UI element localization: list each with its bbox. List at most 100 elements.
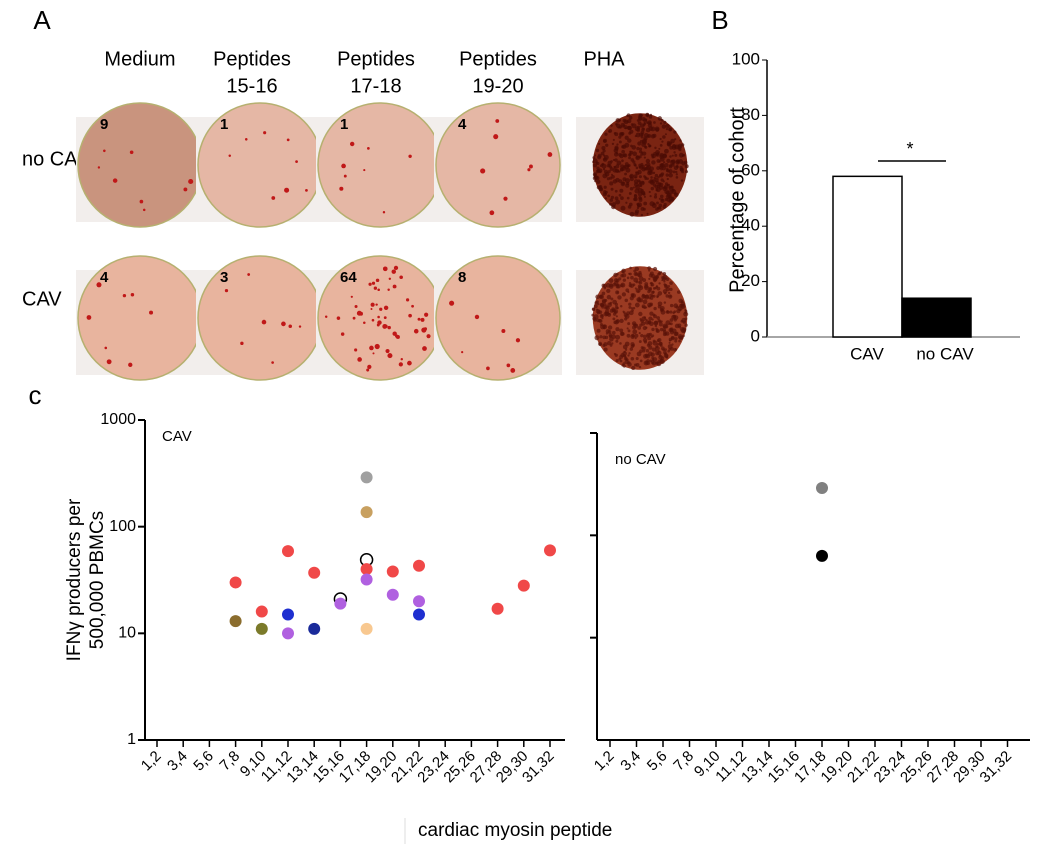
spot <box>629 283 635 288</box>
spot <box>527 168 531 172</box>
spot <box>654 126 660 132</box>
spot <box>621 292 627 297</box>
spot <box>662 153 667 158</box>
y-tick-label: 60 <box>741 160 760 179</box>
spot <box>486 366 490 371</box>
spot <box>658 322 663 327</box>
spot <box>666 309 669 313</box>
spot <box>639 359 643 363</box>
spot <box>610 173 614 176</box>
spot <box>382 266 388 272</box>
spot <box>139 199 144 204</box>
spot <box>649 113 653 117</box>
spot <box>658 203 663 208</box>
spot <box>636 146 640 151</box>
spot <box>656 166 661 170</box>
spot <box>659 137 662 141</box>
spot <box>611 342 614 345</box>
spot <box>623 312 628 318</box>
well <box>77 255 203 381</box>
spot <box>613 309 619 314</box>
spot <box>602 168 606 171</box>
spot <box>654 193 657 196</box>
spot <box>247 273 251 276</box>
spot <box>611 334 616 339</box>
spot <box>669 164 673 167</box>
spot <box>655 361 659 365</box>
spot <box>637 326 642 330</box>
spot <box>648 316 653 321</box>
spot <box>668 341 671 344</box>
spot <box>644 284 649 289</box>
spot <box>624 298 628 303</box>
spot <box>636 351 642 357</box>
spot <box>638 285 644 291</box>
spot <box>618 193 622 197</box>
spot <box>653 195 658 199</box>
spot <box>650 281 653 285</box>
spot <box>624 341 630 347</box>
spot <box>665 331 670 336</box>
spot <box>647 289 651 294</box>
spot <box>650 186 655 191</box>
spot <box>645 158 651 164</box>
spot <box>620 196 624 201</box>
spot <box>655 328 660 334</box>
spot <box>474 314 480 320</box>
spot <box>612 167 618 173</box>
spot <box>367 147 370 150</box>
spot <box>649 180 655 185</box>
spot <box>597 302 600 306</box>
spot <box>375 278 380 283</box>
spot <box>370 308 373 311</box>
spot <box>611 202 617 207</box>
spot <box>666 177 669 181</box>
spot <box>662 180 665 183</box>
spot <box>607 329 612 334</box>
spot <box>642 349 646 353</box>
point <box>282 627 294 640</box>
spot <box>657 319 661 323</box>
spot <box>368 282 372 286</box>
spot <box>420 317 425 322</box>
spot <box>636 206 640 210</box>
spot <box>594 154 597 157</box>
spot <box>609 343 613 347</box>
spot <box>130 293 135 297</box>
spot <box>643 195 646 198</box>
spot <box>604 197 608 200</box>
spot <box>628 352 631 355</box>
spot <box>656 316 660 320</box>
spot <box>643 306 647 309</box>
spot <box>609 198 614 202</box>
spot <box>610 187 614 191</box>
spot <box>649 166 655 172</box>
spot <box>671 159 676 164</box>
spot <box>593 304 598 309</box>
spot <box>646 113 650 117</box>
spot <box>596 308 599 311</box>
spot <box>129 150 134 155</box>
spot <box>644 320 650 325</box>
spot <box>642 151 647 156</box>
spot <box>614 196 619 201</box>
point <box>386 565 399 578</box>
spot <box>638 280 643 285</box>
column-header: Medium <box>104 48 175 70</box>
spot <box>366 368 370 372</box>
spot <box>629 150 634 155</box>
spot <box>627 322 631 326</box>
spot <box>594 301 598 305</box>
spot <box>641 316 647 322</box>
spot <box>628 281 632 285</box>
spot <box>669 145 673 150</box>
spot <box>602 324 606 328</box>
spot <box>673 303 679 309</box>
spot <box>657 337 662 343</box>
spot <box>349 141 355 147</box>
spot <box>619 304 623 308</box>
spot <box>382 211 386 214</box>
spot <box>614 305 619 310</box>
spot <box>665 128 669 131</box>
point <box>386 588 399 601</box>
